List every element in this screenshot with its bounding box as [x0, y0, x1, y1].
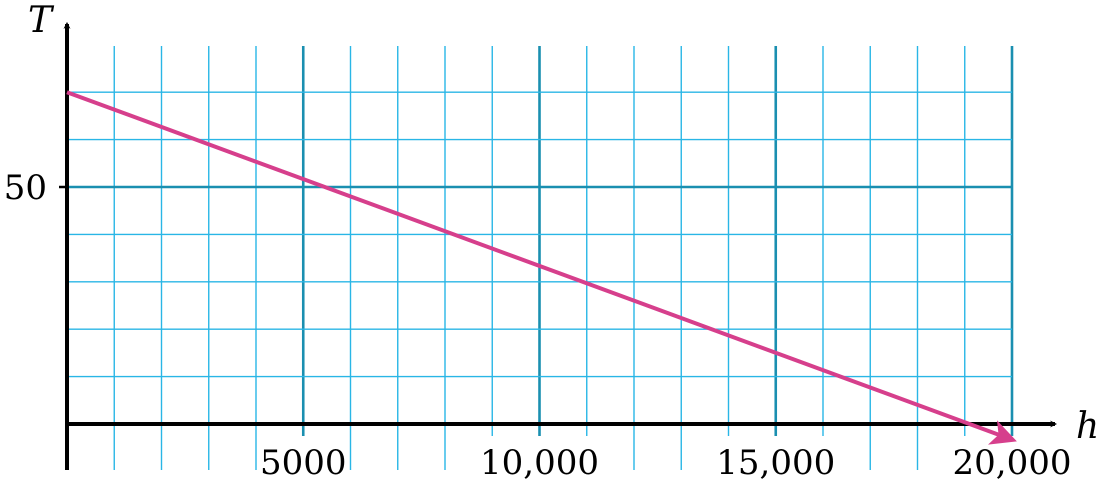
tick-labels: 5000 10,000 15,000 20,000 50 [4, 168, 1077, 483]
x-axis-label: h [1076, 406, 1099, 447]
y-axis-label: T [28, 0, 55, 41]
x-tick-label-background [474, 436, 605, 476]
series-layer [66, 90, 1017, 445]
grid [67, 46, 1014, 470]
y-tick-label: 50 [4, 168, 47, 208]
x-tick-label: 20,000 [953, 443, 1072, 483]
axes [63, 21, 1058, 470]
x-tick-label: 15,000 [716, 443, 835, 483]
series-line [66, 90, 1017, 445]
x-tick-label: 10,000 [480, 443, 599, 483]
x-tick-label-background [710, 436, 841, 476]
x-tick-label-background [257, 436, 350, 476]
x-tick-label: 5000 [260, 443, 347, 483]
